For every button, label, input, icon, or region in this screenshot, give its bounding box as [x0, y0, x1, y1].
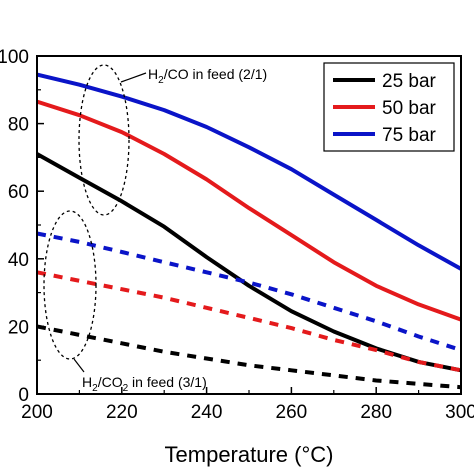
legend-label-50-bar: 50 bar — [382, 98, 437, 119]
annotation-leader-line-1 — [120, 72, 147, 83]
series-line-50-bar-dashed — [36, 270, 462, 373]
series-line-25-bar-dashed — [36, 324, 462, 390]
series-line-25-bar-solid — [36, 152, 462, 373]
legend: 25 bar 50 bar 75 bar — [323, 62, 455, 152]
x-axis-title: Temperature (°C) — [165, 442, 334, 467]
y-tick-label: 80 — [8, 115, 29, 136]
annotation-ellipses — [43, 64, 147, 373]
dashed-group-ellipse — [43, 210, 97, 360]
axis-ticks: 200 220 240 260 280 300 0 20 40 60 80 100 — [0, 47, 474, 423]
y-tick-label: 20 — [8, 317, 29, 338]
x-tick-label: 280 — [360, 402, 392, 423]
legend-label-25-bar: 25 bar — [382, 71, 437, 92]
x-tick-label: 200 — [21, 402, 53, 423]
y-tick-label: 100 — [0, 47, 29, 68]
x-tick-label: 240 — [191, 402, 223, 423]
annotation-leader-line-2 — [73, 358, 85, 373]
y-tick-label: 60 — [8, 182, 29, 203]
legend-label-75-bar: 75 bar — [382, 125, 437, 146]
annotation-h2-co2: H2/CO2 in feed (3/1) — [82, 374, 207, 394]
y-tick-label: 40 — [8, 250, 29, 271]
series-line-75-bar-dashed — [36, 231, 462, 353]
annotation-h2-co: H2/CO in feed (2/1) — [148, 66, 267, 86]
series-layer — [36, 72, 462, 390]
x-tick-label: 260 — [276, 402, 308, 423]
series-line-75-bar-solid — [36, 72, 462, 271]
x-tick-label: 220 — [106, 402, 138, 423]
x-tick-label: 300 — [445, 402, 474, 423]
y-tick-label: 0 — [18, 385, 29, 406]
solid-group-ellipse — [78, 64, 130, 216]
series-line-50-bar-solid — [36, 99, 462, 322]
